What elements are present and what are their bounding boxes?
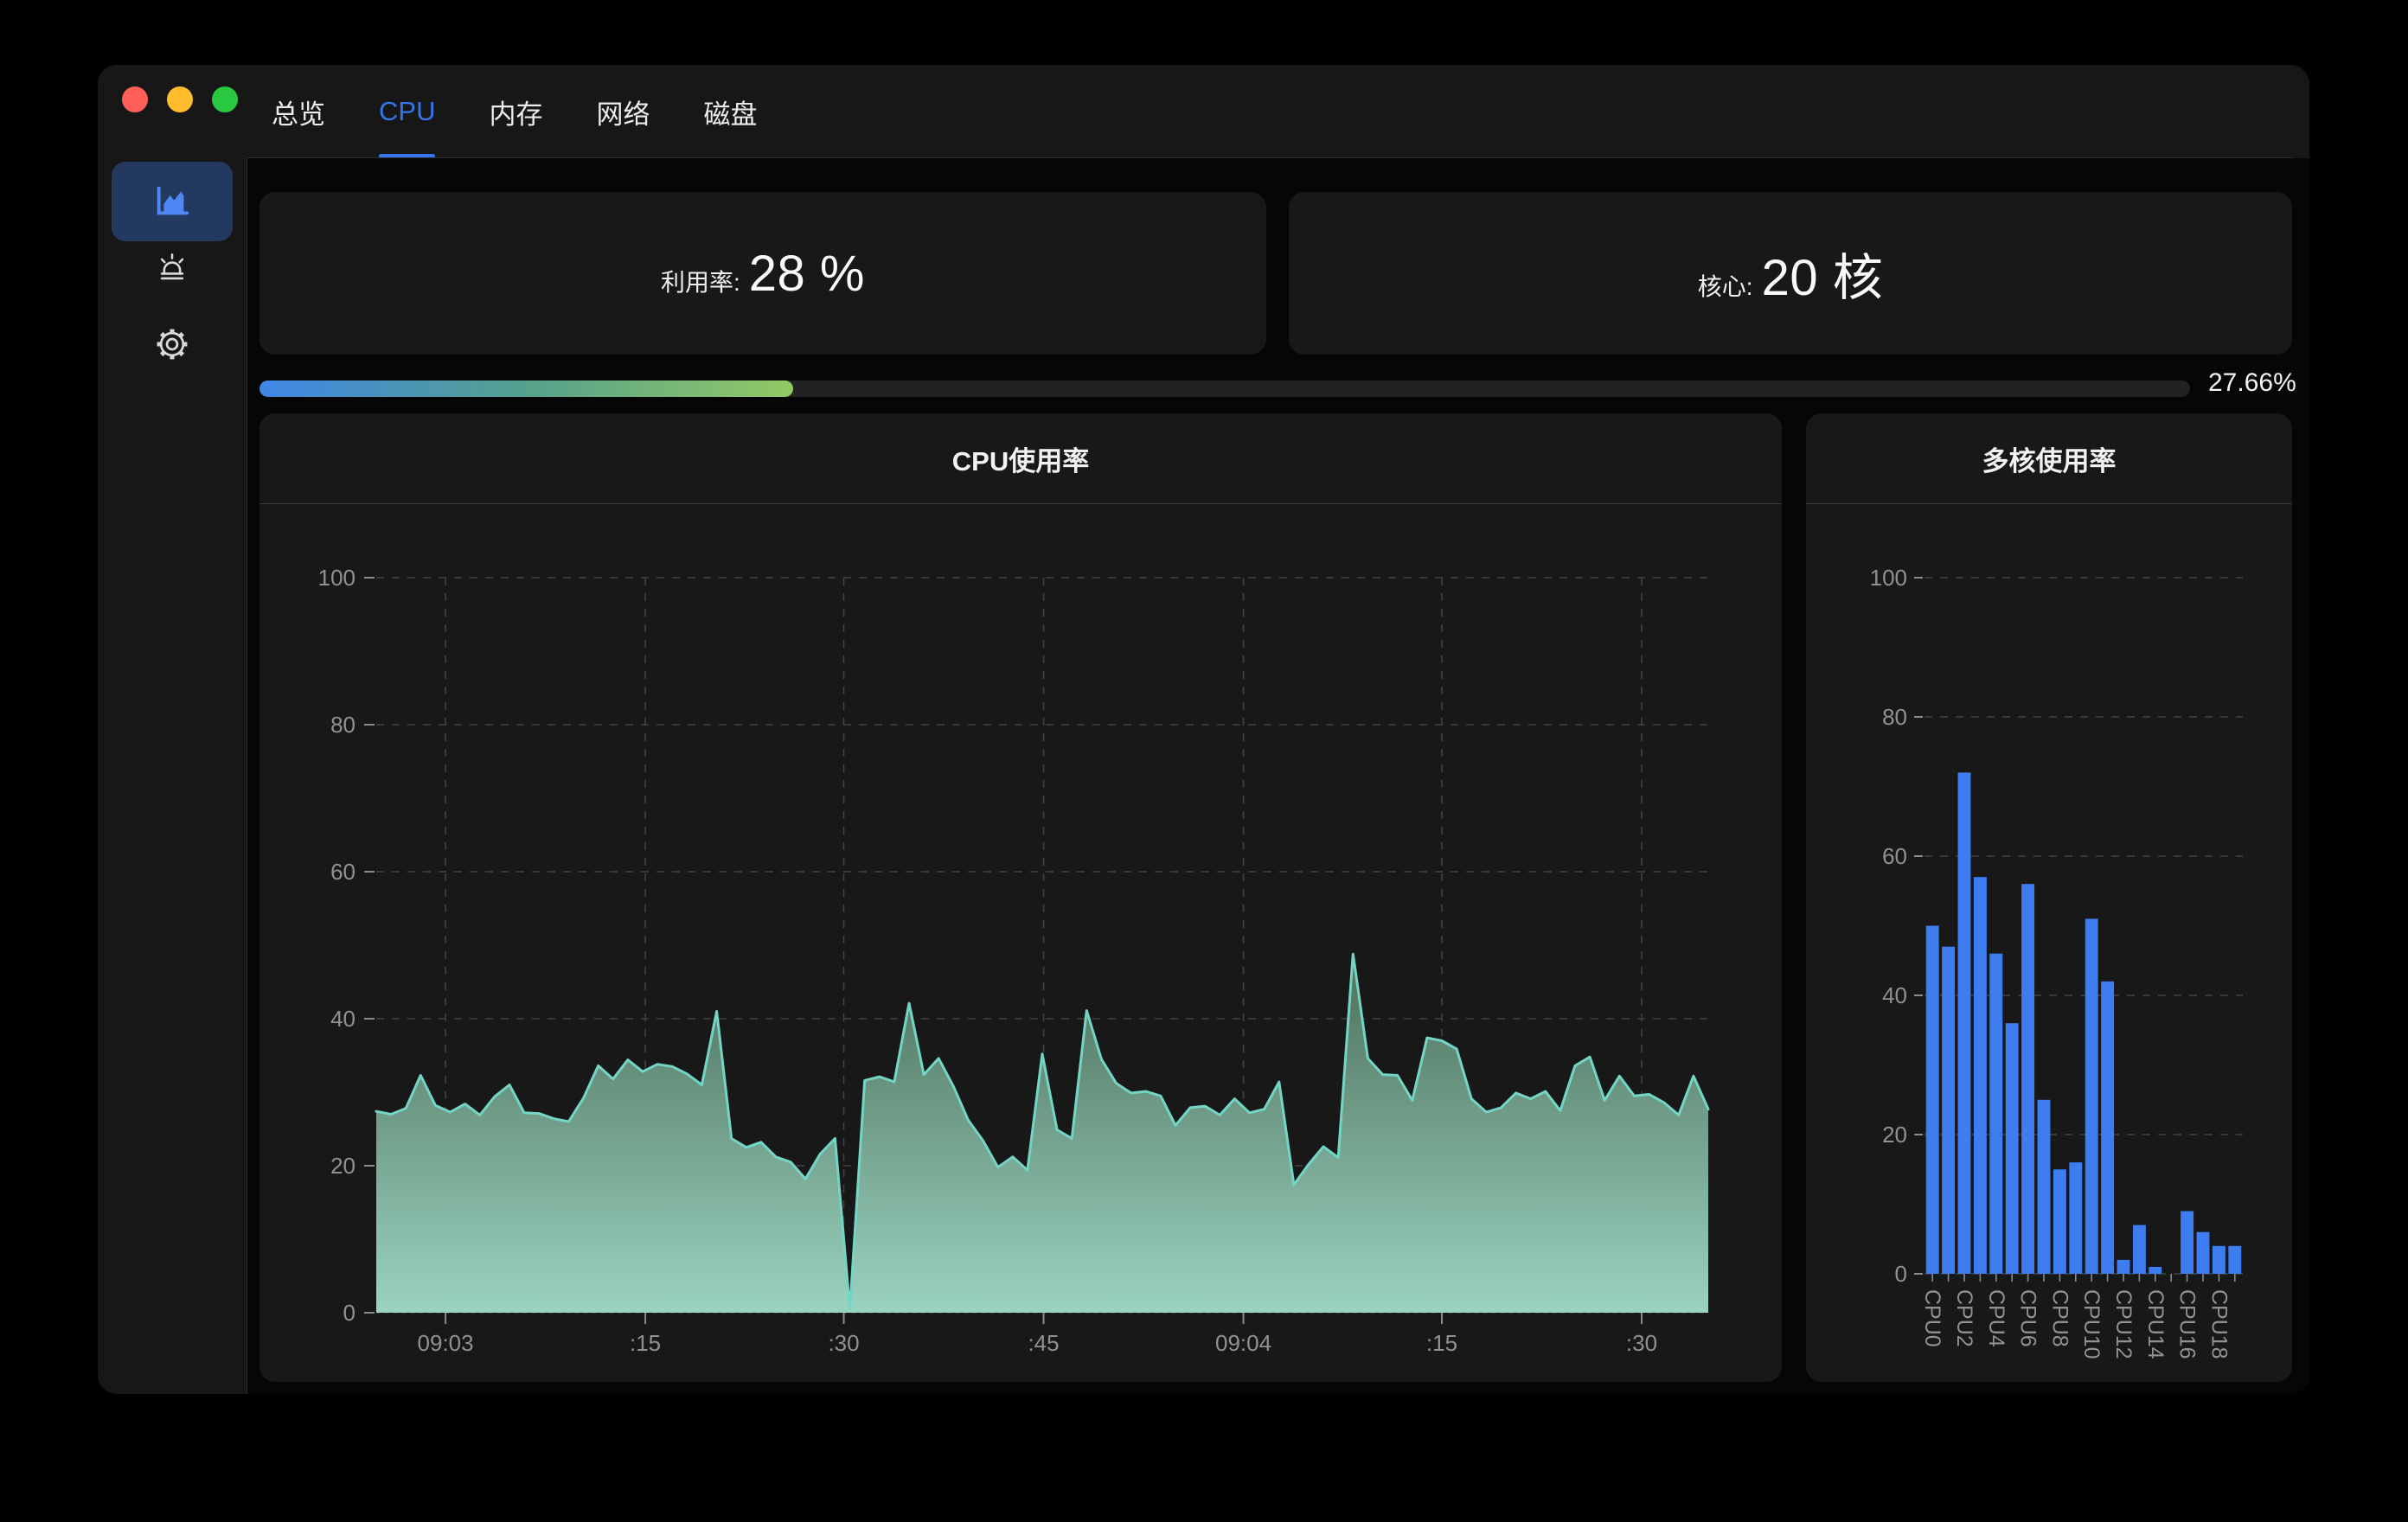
cpu-progress-bar	[259, 380, 2190, 397]
svg-text:CPU8: CPU8	[2047, 1289, 2072, 1347]
multicore-chart-title: 多核使用率	[1982, 445, 2117, 476]
svg-text::30: :30	[828, 1330, 859, 1356]
usage-value: 28 %	[748, 245, 865, 302]
close-button[interactable]	[122, 86, 148, 112]
svg-text:CPU6: CPU6	[2016, 1289, 2040, 1347]
alarm-icon	[153, 249, 191, 287]
svg-text::15: :15	[1426, 1330, 1457, 1356]
svg-text:CPU10: CPU10	[2079, 1289, 2104, 1359]
cpu-usage-card: 利用率: 28 %	[259, 192, 1266, 355]
svg-text:09:03: 09:03	[418, 1330, 474, 1356]
tab-overview[interactable]: 总览	[272, 99, 325, 130]
svg-text:09:04: 09:04	[1215, 1330, 1271, 1356]
cpu-cores-card: 核心: 20 核	[1289, 192, 2292, 355]
usage-label: 利用率:	[661, 268, 740, 296]
tab-cpu[interactable]: CPU	[379, 65, 436, 158]
minimize-button[interactable]	[167, 86, 193, 112]
svg-text:100: 100	[318, 565, 355, 591]
chart-header: 多核使用率	[1806, 413, 2292, 504]
app-window: 总览 CPU 内存 网络 磁盘	[98, 65, 2309, 1394]
svg-text::30: :30	[1626, 1330, 1657, 1356]
svg-text:60: 60	[330, 859, 355, 885]
svg-text:CPU12: CPU12	[2111, 1289, 2136, 1359]
tab-bar: 总览 CPU 内存 网络 磁盘	[272, 65, 757, 158]
sidebar-item-alerts[interactable]	[112, 238, 233, 298]
gear-icon	[153, 325, 191, 363]
svg-text:CPU2: CPU2	[1952, 1289, 1976, 1347]
cpu-progress-label: 27.66%	[2208, 368, 2296, 397]
cores-label: 核心:	[1697, 273, 1753, 300]
traffic-lights	[122, 86, 238, 112]
tab-disk[interactable]: 磁盘	[703, 99, 758, 130]
svg-text:0: 0	[1895, 1261, 1907, 1287]
svg-text:20: 20	[330, 1153, 355, 1179]
titlebar: 总览 CPU 内存 网络 磁盘	[98, 65, 2309, 158]
cpu-usage-area-chart: 0 20 40 60 80 100 09:03 :15 :30 :45 09:04 :15 :30	[318, 565, 1710, 1356]
multicore-bar-chart: 0 20 40 60 80 100 CPU0 CPU2 CPU4 CPU6 CPU8 CPU10 CPU…	[1870, 565, 2243, 1359]
zoom-button[interactable]	[212, 86, 238, 112]
tab-network[interactable]: 网络	[596, 99, 650, 130]
svg-text:20: 20	[1882, 1122, 1907, 1148]
svg-text:60: 60	[1882, 843, 1907, 869]
svg-text:40: 40	[330, 1006, 355, 1032]
svg-text:40: 40	[1882, 982, 1907, 1008]
svg-text:CPU16: CPU16	[2175, 1289, 2200, 1359]
sidebar	[98, 158, 247, 1394]
svg-text::45: :45	[1028, 1330, 1059, 1356]
svg-text::15: :15	[630, 1330, 661, 1356]
titlebar-divider	[247, 157, 2294, 158]
cores-value: 20 核	[1761, 250, 1884, 306]
sidebar-item-monitor[interactable]	[112, 162, 233, 241]
chart-header: CPU使用率	[259, 413, 1782, 504]
multicore-chart-card: 多核使用率 0 20 40 60 80 100 CPU0 CPU2 CPU4 CPU6 CPU8 CP…	[1806, 413, 2292, 1382]
svg-text:80: 80	[1882, 704, 1907, 730]
sidebar-item-settings[interactable]	[112, 314, 233, 374]
cpu-progress-fill	[259, 380, 794, 397]
svg-text:CPU14: CPU14	[2143, 1289, 2168, 1359]
cpu-usage-chart-card: CPU使用率 0 20 40 60 80 100 09:03 :15 :30 :45 09:04 :1…	[259, 413, 1782, 1382]
svg-text:0: 0	[343, 1300, 355, 1326]
area-chart-icon	[152, 182, 192, 221]
svg-text:100: 100	[1870, 565, 1907, 591]
svg-text:CPU4: CPU4	[1984, 1289, 2008, 1347]
svg-text:CPU18: CPU18	[2206, 1289, 2231, 1359]
cpu-chart-title: CPU使用率	[951, 445, 1090, 476]
svg-text:CPU0: CPU0	[1920, 1289, 1944, 1347]
tab-memory[interactable]: 内存	[489, 99, 543, 130]
svg-text:80: 80	[330, 712, 355, 738]
